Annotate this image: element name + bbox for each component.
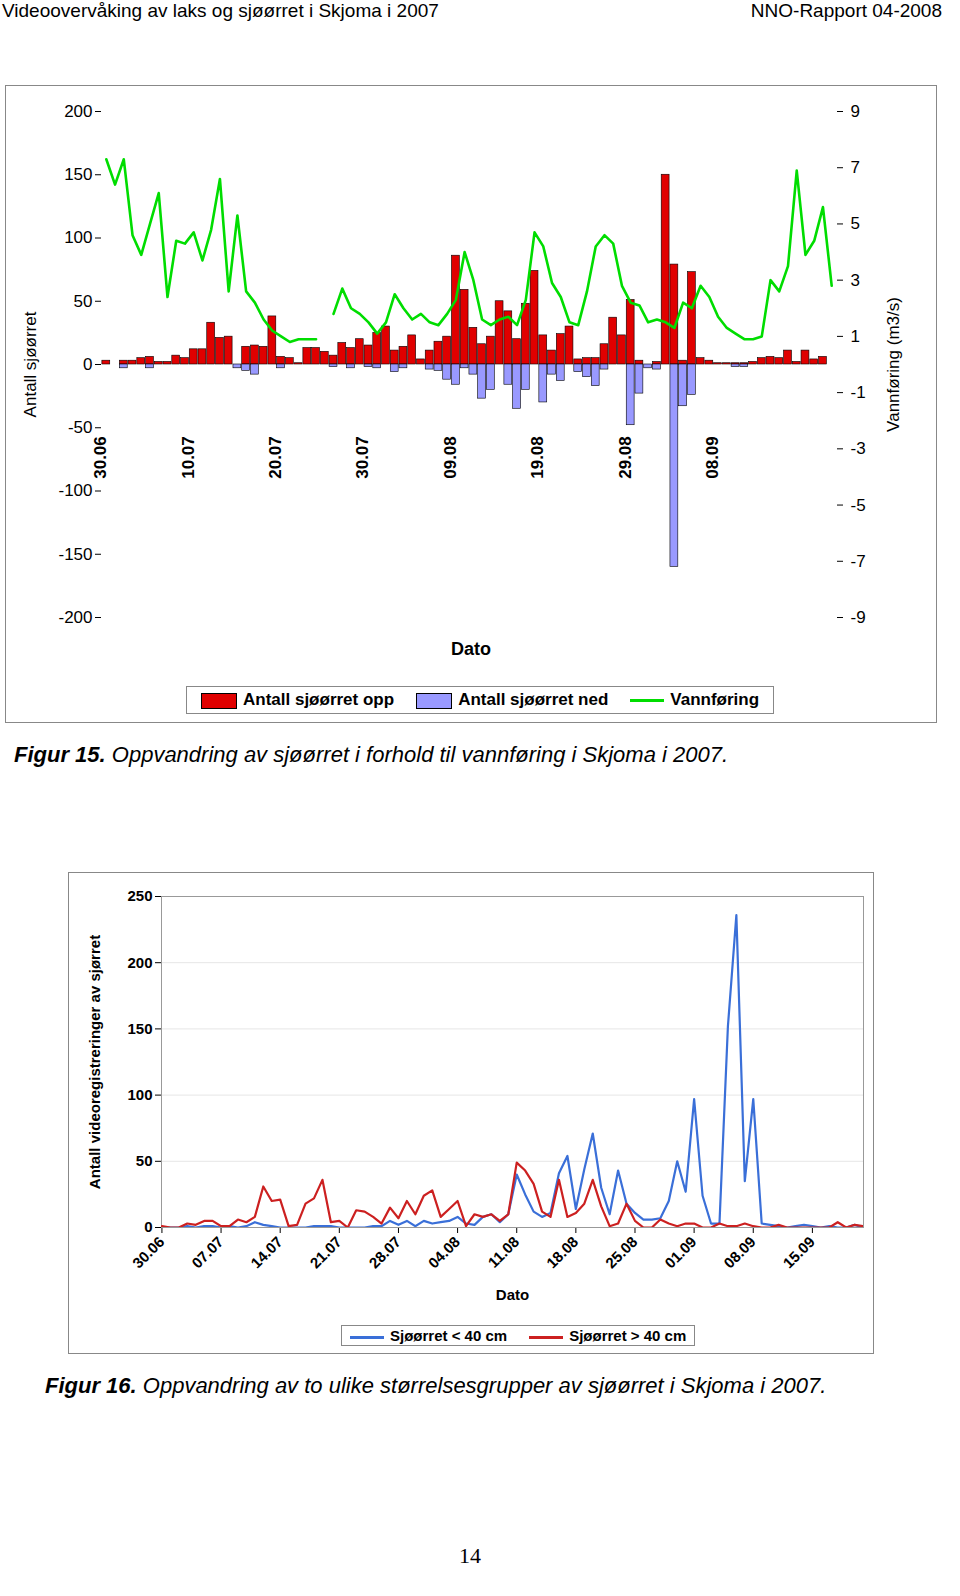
svg-text:28.07: 28.07 <box>365 1233 404 1272</box>
svg-text:Antall sjøørret: Antall sjøørret <box>21 311 40 417</box>
svg-text:29.08: 29.08 <box>616 436 635 479</box>
svg-text:04.08: 04.08 <box>425 1233 464 1272</box>
svg-text:0: 0 <box>83 355 92 374</box>
svg-text:-50: -50 <box>68 418 93 437</box>
html-text:Antall sjøørret ned: Antall sjøørret ned <box>458 690 609 709</box>
svg-text:100: 100 <box>64 228 92 247</box>
html-text:Antall sjøørret opp: Antall sjøørret opp <box>243 690 395 709</box>
svg-text:14.07: 14.07 <box>247 1233 286 1272</box>
html-text:Dato: Dato <box>451 639 491 659</box>
svg-text:250: 250 <box>127 887 152 904</box>
svg-text:-1: -1 <box>851 383 866 402</box>
svg-text:-150: -150 <box>58 545 92 564</box>
svg-text:25.08: 25.08 <box>602 1233 641 1272</box>
html-text:Sjøørret > 40 cm: Sjøørret > 40 cm <box>569 1327 687 1344</box>
html-text:Figur 16. Oppvandring av to ul: Figur 16. Oppvandring av to ulike større… <box>45 1373 827 1398</box>
svg-text:11.08: 11.08 <box>484 1233 522 1271</box>
html-text:NNO-Rapport 04-2008: NNO-Rapport 04-2008 <box>750 0 942 21</box>
svg-text:5: 5 <box>851 214 860 233</box>
svg-text:21.07: 21.07 <box>306 1233 345 1272</box>
svg-text:150: 150 <box>64 165 92 184</box>
html-text:Figur 15. Oppvandring av sjøør: Figur 15. Oppvandring av sjøørret i forh… <box>14 742 729 767</box>
svg-text:200: 200 <box>127 954 152 971</box>
svg-text:100: 100 <box>127 1086 152 1103</box>
svg-text:-100: -100 <box>58 481 92 500</box>
svg-text:1: 1 <box>851 327 860 346</box>
svg-text:19.08: 19.08 <box>528 436 547 479</box>
svg-text:30.06: 30.06 <box>91 436 110 479</box>
svg-text:0: 0 <box>144 1218 152 1235</box>
svg-text:-3: -3 <box>851 439 866 458</box>
svg-text:20.07: 20.07 <box>266 436 285 479</box>
svg-text:01.09: 01.09 <box>661 1233 700 1272</box>
svg-text:-9: -9 <box>851 608 866 627</box>
svg-text:07.07: 07.07 <box>188 1233 227 1272</box>
svg-text:18.08: 18.08 <box>543 1233 582 1272</box>
svg-text:50: 50 <box>74 292 93 311</box>
svg-text:08.09: 08.09 <box>703 436 722 479</box>
svg-text:Dato: Dato <box>496 1286 529 1303</box>
svg-text:30.06: 30.06 <box>129 1233 168 1272</box>
html-text:Sjøørret < 40 cm: Sjøørret < 40 cm <box>390 1327 508 1344</box>
svg-text:150: 150 <box>127 1020 152 1037</box>
svg-text:Vannføring (m3/s): Vannføring (m3/s) <box>884 297 903 432</box>
html-text:Videoovervåking av laks og sjø: Videoovervåking av laks og sjøørret i Sk… <box>2 0 439 21</box>
svg-text:30.07: 30.07 <box>353 436 372 479</box>
svg-text:200: 200 <box>64 102 92 121</box>
svg-text:15.09: 15.09 <box>779 1233 818 1272</box>
svg-text:50: 50 <box>136 1152 153 1169</box>
svg-text:9: 9 <box>851 102 860 121</box>
svg-text:-200: -200 <box>58 608 92 627</box>
svg-text:-5: -5 <box>851 495 866 514</box>
html-text:Vannføring: Vannføring <box>670 690 760 709</box>
svg-text:Antall videoregistreringer av: Antall videoregistreringer av sjørret <box>86 935 103 1189</box>
svg-text:10.07: 10.07 <box>179 436 198 479</box>
svg-text:08.09: 08.09 <box>720 1233 759 1272</box>
svg-text:7: 7 <box>851 158 860 177</box>
svg-text:3: 3 <box>851 271 860 290</box>
html-text:14: 14 <box>459 1543 481 1568</box>
svg-text:09.08: 09.08 <box>441 436 460 479</box>
svg-text:-7: -7 <box>851 552 866 571</box>
